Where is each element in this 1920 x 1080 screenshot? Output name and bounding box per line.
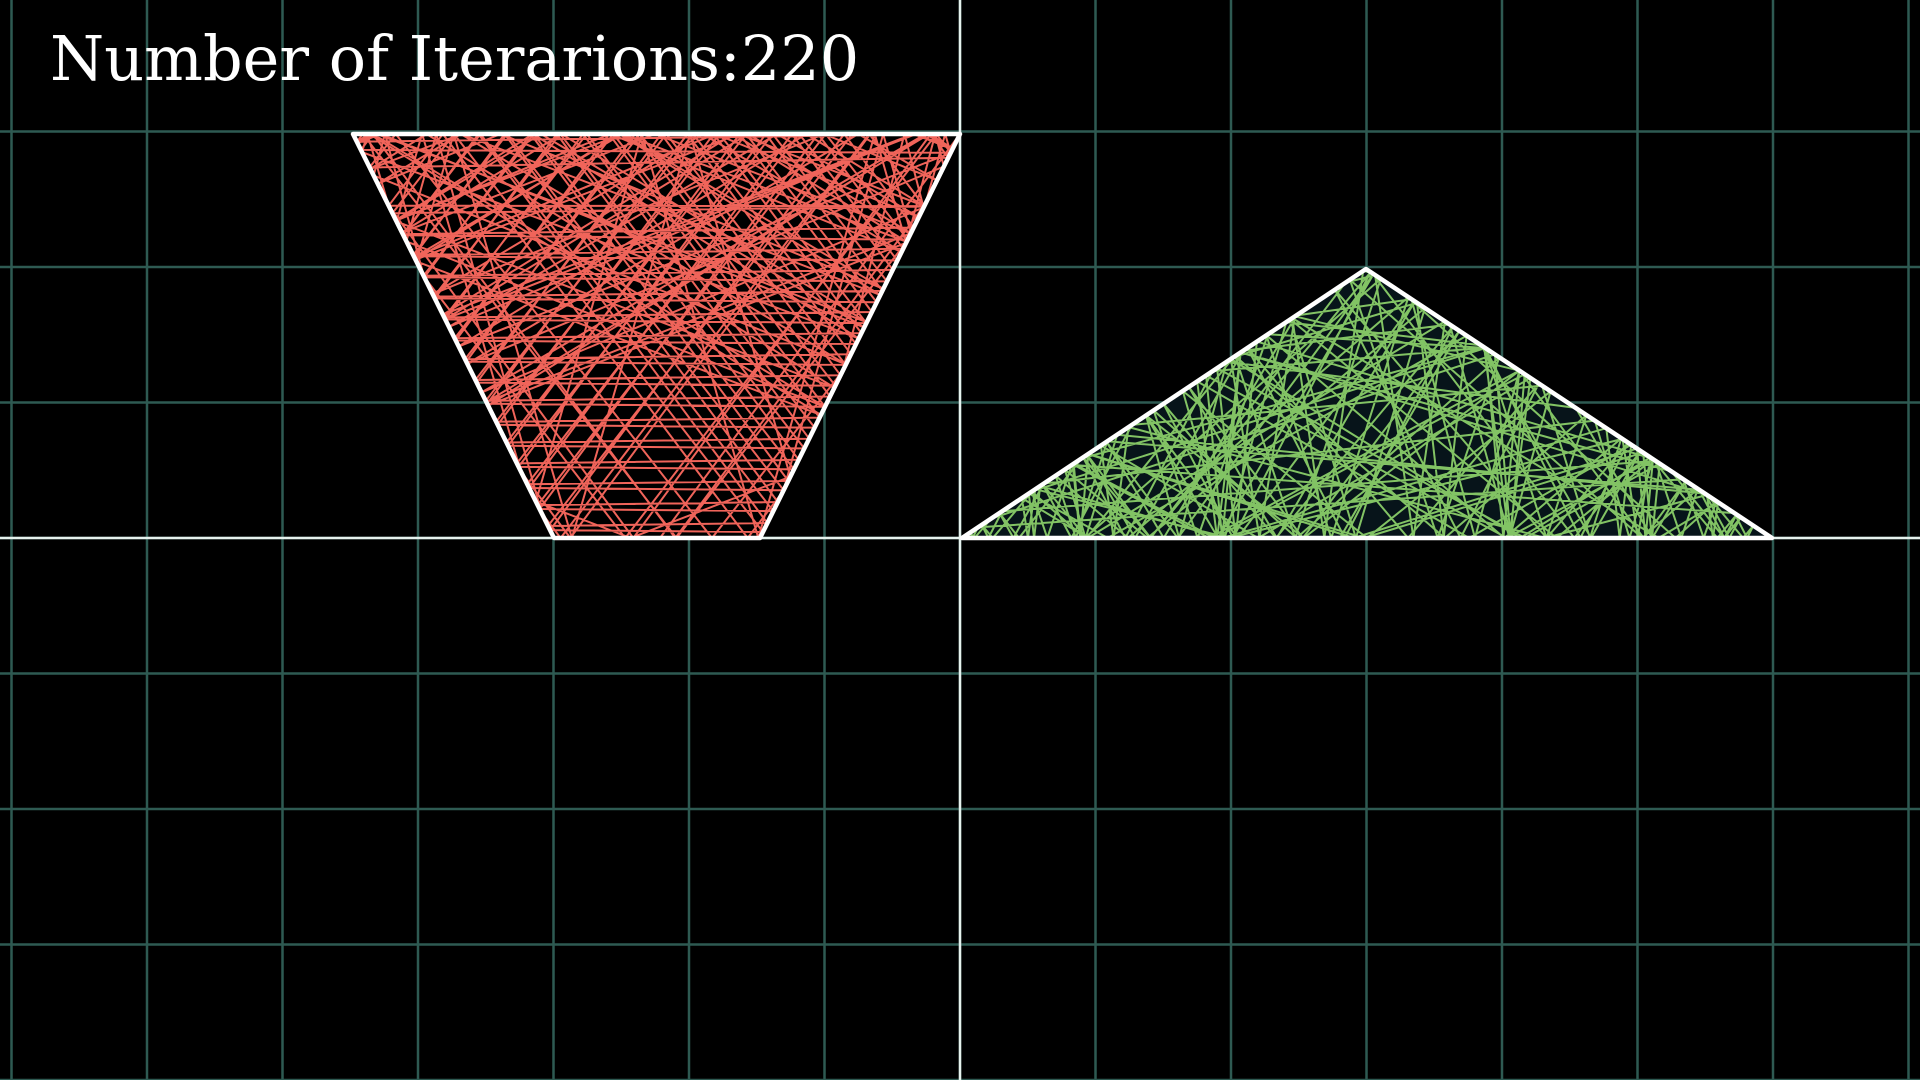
iteration-counter: Number of Iterarions:220: [50, 28, 859, 90]
right-triangle-figure: [959, 266, 1775, 541]
trapezoid-bounce-lines: [355, 133, 961, 539]
trapezoid-ray-path: [355, 133, 961, 539]
iteration-count: 220: [740, 22, 860, 95]
left-trapezoid-figure: [350, 131, 963, 541]
triangle-outline: [959, 266, 1775, 541]
iteration-label: Number of Iterarions:: [50, 22, 741, 95]
trapezoid-outline: [350, 131, 963, 541]
